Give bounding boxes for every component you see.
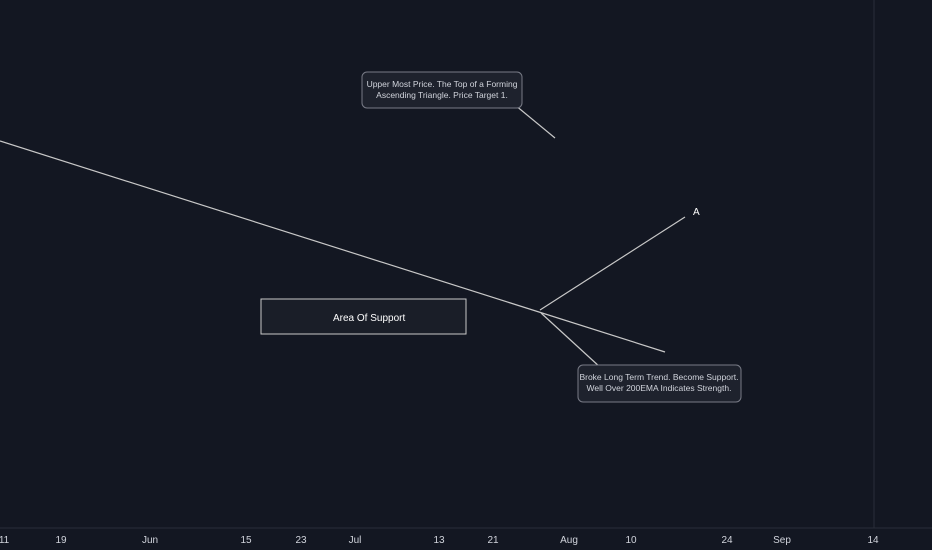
callout-bottom-pointer <box>540 312 602 369</box>
date-tick-label: 15 <box>240 535 252 546</box>
date-tick-label: 11 <box>0 535 10 546</box>
date-tick-label: 19 <box>55 535 67 546</box>
date-tick-label: Jul <box>349 535 362 546</box>
date-tick-label: 23 <box>295 535 307 546</box>
date-tick-label: 10 <box>625 535 637 546</box>
trendlines <box>0 140 686 353</box>
callout-bottom-text: Well Over 200EMA Indicates Strength. <box>587 383 732 393</box>
callout-top-text: Ascending Triangle. Price Target 1. <box>376 90 508 100</box>
callout-bottom-box <box>577 364 742 403</box>
date-tick-label: Aug <box>560 535 578 546</box>
point-label-a: A <box>693 207 700 218</box>
long-term-trendline <box>0 140 666 353</box>
ascending-triangle-support-line <box>539 216 686 311</box>
date-tick-label: 13 <box>433 535 445 546</box>
callout-top-box <box>361 71 523 109</box>
time-axis[interactable]: 11 19 Jun 15 23 Jul 13 21 Aug 10 24 Sep 14 <box>0 527 932 546</box>
price-axis[interactable]: 0.000075000.000070000.000065000.00006000… <box>873 0 932 528</box>
annotations: Area Of Support Upper Most Price. The Top… <box>260 71 742 403</box>
date-tick-label: 21 <box>487 535 499 546</box>
callout-top-text: Upper Most Price. The Top of a Forming <box>367 79 518 89</box>
callout-bottom-text: Broke Long Term Trend. Become Support. <box>579 372 738 382</box>
date-tick-label: Sep <box>773 535 791 546</box>
date-tick-label: Jun <box>142 535 158 546</box>
price-axis-background <box>874 0 932 528</box>
date-tick-label: 14 <box>867 535 879 546</box>
area-of-support-box <box>260 298 467 335</box>
area-of-support-label: Area Of Support <box>333 313 405 324</box>
date-tick-label: 24 <box>721 535 733 546</box>
callout-top-pointer <box>514 104 556 139</box>
